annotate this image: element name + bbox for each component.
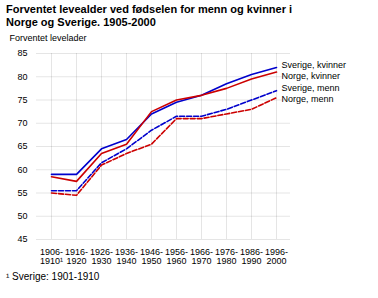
html-text:¹ Sverige: 1901-1910: ¹ Sverige: 1901-1910 <box>6 271 100 282</box>
svg-text:50: 50 <box>17 211 27 221</box>
svg-text:1976-1980: 1976-1980 <box>215 247 238 266</box>
svg-text:45: 45 <box>17 234 27 244</box>
svg-text:Norge, kvinner: Norge, kvinner <box>282 71 341 81</box>
svg-text:80: 80 <box>17 72 27 82</box>
svg-text:75: 75 <box>17 95 27 105</box>
svg-text:1946-1950: 1946-1950 <box>140 247 163 266</box>
svg-text:1936-1940: 1936-1940 <box>115 247 138 266</box>
svg-text:1906-1910¹: 1906-1910¹ <box>40 247 63 266</box>
svg-text:1926-1930: 1926-1930 <box>90 247 113 266</box>
svg-text:1966-1970: 1966-1970 <box>190 247 213 266</box>
svg-text:65: 65 <box>17 141 27 151</box>
svg-text:70: 70 <box>17 118 27 128</box>
svg-text:1986-1990: 1986-1990 <box>240 247 263 266</box>
svg-text:Sverige, menn: Sverige, menn <box>282 83 340 93</box>
svg-text:55: 55 <box>17 188 27 198</box>
svg-text:1956-1960: 1956-1960 <box>165 247 188 266</box>
svg-text:Norge, menn: Norge, menn <box>282 94 334 104</box>
svg-text:Forventet levelader: Forventet levelader <box>10 33 87 43</box>
svg-text:85: 85 <box>17 48 27 58</box>
svg-text:1996-2000: 1996-2000 <box>265 247 288 266</box>
svg-text:Sverige, kvinner: Sverige, kvinner <box>282 60 347 70</box>
svg-text:1916-1920: 1916-1920 <box>65 247 88 266</box>
svg-text:60: 60 <box>17 165 27 175</box>
html-text:Forventet levealder ved fødsel: Forventet levealder ved fødselen for men… <box>6 3 293 28</box>
